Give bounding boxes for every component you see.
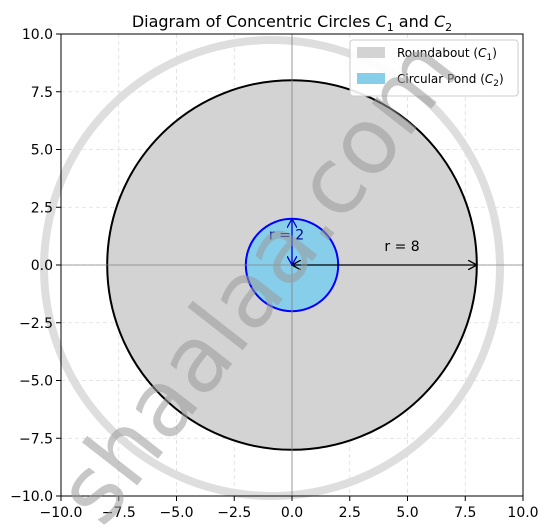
legend: Roundabout (C1) Circular Pond (C2)	[349, 39, 519, 97]
radius-label-0: r = 8	[384, 239, 419, 255]
x-tick-label: −7.5	[102, 505, 136, 521]
y-tick-label: 0.0	[31, 258, 53, 274]
annotations: r = 8 r = 2	[269, 219, 477, 265]
y-tick-label: 7.5	[31, 85, 53, 101]
x-tick-label: 0.0	[281, 505, 303, 521]
y-tick-label: −2.5	[19, 316, 53, 332]
y-tick-label: 2.5	[31, 200, 53, 216]
y-tick-label: −7.5	[19, 431, 53, 447]
y-tick-label: −5.0	[19, 374, 53, 390]
legend-label-pond: Circular Pond (C2)	[397, 72, 504, 89]
x-tick-label: −2.5	[217, 505, 251, 521]
y-tick-label: −10.0	[10, 489, 53, 505]
chart-title: Diagram of Concentric Circles C1 and C2	[132, 12, 452, 34]
y-tick-label: 5.0	[31, 143, 53, 159]
x-tick-label: −5.0	[160, 505, 194, 521]
x-tick-label: 10.0	[507, 505, 538, 521]
legend-box	[349, 39, 519, 97]
legend-swatch-roundabout	[357, 47, 385, 58]
legend-swatch-pond	[357, 73, 385, 84]
x-tick-label: 5.0	[396, 505, 418, 521]
x-tick-label: 7.5	[454, 505, 476, 521]
ticks: −10.0 −7.5 −5.0 −2.5 0.0 2.5 5.0 7.5 10.0 −10.0 −7…	[10, 27, 538, 521]
legend-label-roundabout: Roundabout (C1)	[397, 46, 497, 63]
radius-label-1: r = 2	[269, 228, 304, 244]
x-tick-label: −10.0	[40, 505, 83, 521]
x-tick-label: 2.5	[339, 505, 361, 521]
y-tick-label: 10.0	[22, 27, 53, 43]
